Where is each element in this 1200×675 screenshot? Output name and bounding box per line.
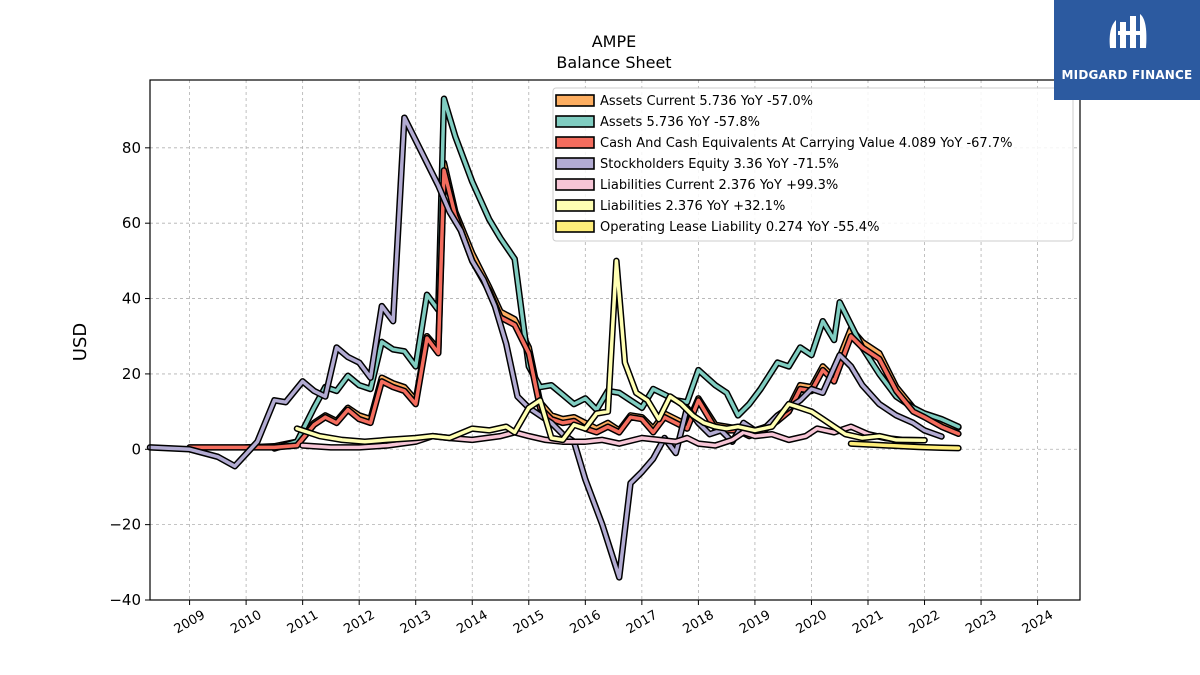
legend-swatch: [555, 94, 595, 107]
series-stroke: [148, 115, 944, 580]
x-tick-label: 2018: [681, 608, 717, 638]
legend-label: Operating Lease Liability 0.274 YoY -55.…: [600, 220, 879, 235]
series-line-6: [847, 440, 962, 452]
x-tick-label: 2019: [737, 608, 773, 638]
series-stroke: [849, 441, 961, 450]
y-tick-label: −40: [109, 591, 141, 609]
legend-box: [552, 87, 1074, 242]
x-tick-label: 2024: [1020, 608, 1056, 638]
x-tick-label: 2017: [624, 608, 660, 638]
legend-label: Cash And Cash Equivalents At Carrying Va…: [600, 136, 1012, 151]
y-tick-label: 40: [122, 290, 141, 308]
series-lines: [146, 95, 962, 581]
y-tick-label: 0: [131, 440, 141, 458]
x-tick-label: 2023: [963, 608, 999, 638]
legend-swatch: [555, 115, 595, 128]
legend-label: Stockholders Equity 3.36 YoY -71.5%: [600, 157, 839, 172]
y-tick-label: 20: [122, 365, 141, 383]
legend-label: Liabilities Current 2.376 YoY +99.3%: [600, 178, 838, 193]
series-line-5: [293, 257, 928, 445]
legend-label: Assets 5.736 YoY -57.8%: [600, 115, 760, 130]
logo-mark-icon: [1109, 14, 1147, 48]
x-tick-label: 2011: [285, 608, 321, 638]
series-line-3: [146, 114, 945, 581]
y-tick-label: 80: [122, 139, 141, 157]
series-stroke: [272, 97, 961, 451]
legend: Assets Current 5.736 YoY -57.0% Assets 5.…: [552, 87, 1074, 242]
chart-title: AMPE: [592, 32, 637, 51]
legend-swatch: [555, 178, 595, 191]
midgard-finance-logo: MIDGARD FINANCE: [1054, 0, 1200, 100]
x-tick-label: 2009: [172, 608, 208, 638]
x-axis: 2009 2010 2011 2012 2013 2014 2015 2016 2017 2018…: [172, 600, 1056, 637]
x-tick-label: 2020: [794, 608, 830, 638]
x-tick-label: 2016: [567, 608, 603, 638]
x-tick-label: 2010: [228, 608, 264, 638]
x-tick-label: 2021: [850, 608, 886, 638]
y-tick-label: 60: [122, 214, 141, 232]
x-tick-label: 2015: [511, 608, 547, 638]
x-tick-label: 2014: [454, 608, 490, 638]
x-tick-label: 2022: [907, 608, 943, 638]
series-line-1: [271, 95, 962, 452]
series-stroke: [295, 259, 927, 444]
y-axis: −40 −20 0 20 40 60 80: [109, 139, 150, 609]
x-tick-label: 2012: [341, 608, 377, 638]
x-tick-label: 2013: [398, 608, 434, 638]
legend-swatch: [555, 220, 595, 233]
legend-swatch: [555, 199, 595, 212]
plot-frame: [149, 79, 1081, 601]
y-tick-label: −20: [109, 516, 141, 534]
y-axis-label: USD: [70, 323, 91, 361]
legend-swatch: [555, 136, 595, 149]
legend-swatch: [555, 157, 595, 170]
legend-label: Liabilities 2.376 YoY +32.1%: [600, 199, 785, 214]
logo-text: MIDGARD FINANCE: [1061, 68, 1193, 82]
chart-subtitle: Balance Sheet: [556, 53, 671, 72]
legend-label: Assets Current 5.736 YoY -57.0%: [600, 94, 813, 109]
